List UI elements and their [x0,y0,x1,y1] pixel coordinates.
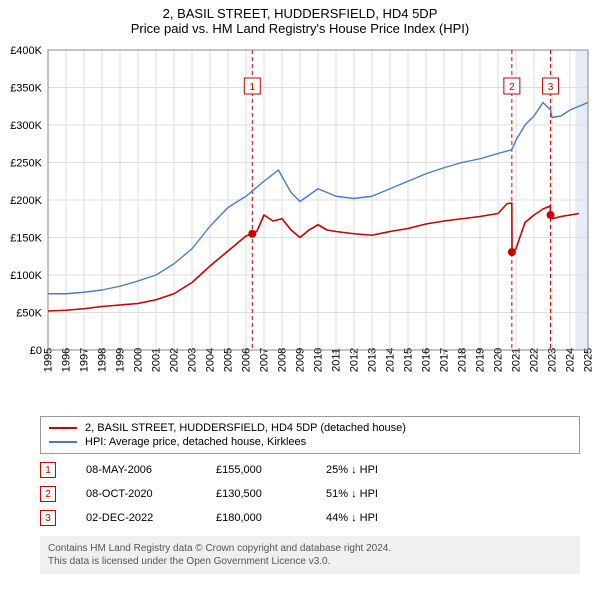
legend-item: HPI: Average price, detached house, Kirk… [49,435,571,449]
legend: 2, BASIL STREET, HUDDERSFIELD, HD4 5DP (… [40,416,580,454]
svg-text:£0: £0 [30,345,42,357]
svg-text:2022: 2022 [528,348,540,372]
svg-text:1998: 1998 [96,348,108,372]
event-price: £130,500 [216,488,326,500]
chart-subtitle: Price paid vs. HM Land Registry's House … [0,21,600,40]
svg-text:2005: 2005 [222,348,234,372]
svg-text:2020: 2020 [492,348,504,372]
event-date: 02-DEC-2022 [86,512,216,524]
legend-item: 2, BASIL STREET, HUDDERSFIELD, HD4 5DP (… [49,421,571,435]
svg-text:2008: 2008 [276,348,288,372]
svg-text:1999: 1999 [114,348,126,372]
events-table: 1 08-MAY-2006 £155,000 25% ↓ HPI 2 08-OC… [40,458,580,530]
legend-swatch [49,427,77,429]
event-marker-icon: 2 [40,486,56,502]
svg-text:£350K: £350K [10,83,42,95]
svg-text:2019: 2019 [474,348,486,372]
svg-text:1996: 1996 [60,348,72,372]
svg-text:3: 3 [548,82,554,93]
svg-text:2004: 2004 [204,348,216,372]
svg-text:2010: 2010 [312,348,324,372]
event-row: 2 08-OCT-2020 £130,500 51% ↓ HPI [40,482,580,506]
svg-text:2002: 2002 [168,348,180,372]
svg-text:£50K: £50K [16,308,42,320]
svg-text:2013: 2013 [366,348,378,372]
chart-container: 2, BASIL STREET, HUDDERSFIELD, HD4 5DP P… [0,0,600,574]
legend-label: 2, BASIL STREET, HUDDERSFIELD, HD4 5DP (… [85,422,406,434]
svg-text:2007: 2007 [258,348,270,372]
event-price: £155,000 [216,464,326,476]
svg-text:2015: 2015 [402,348,414,372]
chart-plot-area: £0 £50K £100K £150K £200K £250K £300K £350K £400… [0,40,600,410]
svg-text:2001: 2001 [150,348,162,372]
svg-text:2016: 2016 [420,348,432,372]
svg-text:1995: 1995 [42,348,54,372]
chart-title: 2, BASIL STREET, HUDDERSFIELD, HD4 5DP [0,0,600,21]
svg-text:2: 2 [509,82,515,93]
event-diff: 51% ↓ HPI [326,488,436,500]
event-row: 1 08-MAY-2006 £155,000 25% ↓ HPI [40,458,580,482]
svg-text:2024: 2024 [564,348,576,372]
event-diff: 44% ↓ HPI [326,512,436,524]
svg-text:2017: 2017 [438,348,450,372]
footer-line: Contains HM Land Registry data © Crown c… [48,542,572,555]
footer-attribution: Contains HM Land Registry data © Crown c… [40,536,580,574]
svg-text:2006: 2006 [240,348,252,372]
event-marker-icon: 3 [40,510,56,526]
event-diff: 25% ↓ HPI [326,464,436,476]
legend-label: HPI: Average price, detached house, Kirk… [85,436,306,448]
svg-text:£250K: £250K [10,158,42,170]
event-marker-icon: 1 [40,462,56,478]
svg-text:£200K: £200K [10,195,42,207]
svg-text:£100K: £100K [10,270,42,282]
svg-text:2014: 2014 [384,348,396,372]
svg-text:2021: 2021 [510,348,522,372]
svg-text:2009: 2009 [294,348,306,372]
event-date: 08-OCT-2020 [86,488,216,500]
svg-text:2018: 2018 [456,348,468,372]
svg-text:1997: 1997 [78,348,90,372]
footer-line: This data is licensed under the Open Gov… [48,555,572,568]
svg-text:2011: 2011 [330,348,342,372]
svg-text:2025: 2025 [582,348,594,372]
svg-text:£400K: £400K [10,45,42,57]
chart-svg: £0 £50K £100K £150K £200K £250K £300K £350K £400… [0,40,600,410]
svg-text:2023: 2023 [546,348,558,372]
legend-swatch [49,441,77,443]
svg-text:£150K: £150K [10,233,42,245]
event-price: £180,000 [216,512,326,524]
event-date: 08-MAY-2006 [86,464,216,476]
svg-text:£300K: £300K [10,120,42,132]
svg-text:2000: 2000 [132,348,144,372]
svg-text:2003: 2003 [186,348,198,372]
svg-text:1: 1 [250,82,256,93]
svg-text:2012: 2012 [348,348,360,372]
event-row: 3 02-DEC-2022 £180,000 44% ↓ HPI [40,506,580,530]
